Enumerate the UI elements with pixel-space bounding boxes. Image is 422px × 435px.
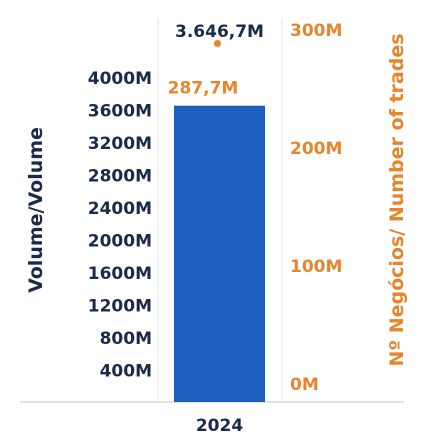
labels-layer: 2024 3.646,7M 287,7M (168, 22, 264, 435)
y-tick-label-right: 200M (290, 139, 342, 159)
trades-value-label: 287,7M (168, 79, 239, 99)
left-axis-ticks: 400M 800M 1200M 1600M 2000M 2400M 2800M 3200M 36… (88, 69, 152, 382)
bar-value-label: 3.646,7M (175, 22, 264, 42)
y-tick-label-left: 4000M (88, 69, 152, 89)
bars-layer (174, 40, 265, 402)
y-tick-label-left: 3600M (88, 102, 152, 122)
trades-marker (214, 40, 221, 48)
right-axis-ticks: 0M 100M 200M 300M (290, 21, 342, 395)
y-tick-label-left: 1200M (88, 297, 152, 317)
y-tick-label-left: 2400M (88, 199, 152, 219)
x-tick-label: 2024 (196, 416, 243, 435)
y-tick-label-left: 1600M (88, 264, 152, 284)
y-tick-label-right: 0M (290, 375, 319, 395)
bar-2024-volume (174, 105, 265, 402)
y-axis-label-left: Volume/Volume (25, 127, 47, 293)
y-tick-label-left: 2000M (88, 232, 152, 252)
y-tick-label-left: 400M (100, 362, 152, 382)
y-axis-label-right: Nº Negócios/ Number of trades (386, 33, 408, 366)
y-tick-label-left: 800M (100, 329, 152, 349)
y-tick-label-left: 2800M (88, 167, 152, 187)
y-tick-label-left: 3200M (88, 134, 152, 154)
y-tick-label-right: 100M (290, 257, 342, 277)
y-tick-label-right: 300M (290, 21, 342, 41)
